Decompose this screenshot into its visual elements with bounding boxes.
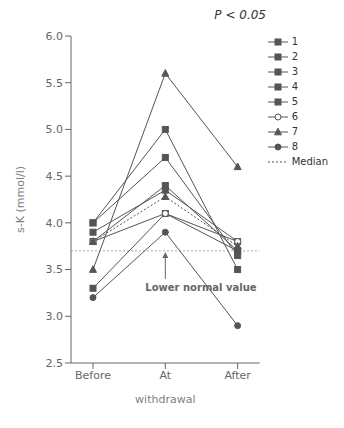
svg-text:4.5: 4.5 bbox=[46, 170, 64, 183]
svg-text:6.0: 6.0 bbox=[46, 30, 64, 43]
html-text:P < 0.05: P < 0.05 bbox=[214, 8, 266, 22]
svg-text:3.0: 3.0 bbox=[46, 310, 64, 323]
html-text:3: 3 bbox=[291, 66, 298, 77]
html-text:6: 6 bbox=[291, 111, 298, 122]
svg-text:At: At bbox=[159, 369, 171, 382]
svg-text:5.5: 5.5 bbox=[46, 77, 64, 90]
svg-text:After: After bbox=[224, 369, 251, 382]
svg-text:3.5: 3.5 bbox=[46, 263, 64, 276]
svg-text:s-K (mmol/l): s-K (mmol/l) bbox=[14, 166, 27, 233]
html-text:8: 8 bbox=[291, 141, 298, 152]
svg-text:withdrawal: withdrawal bbox=[135, 393, 195, 406]
html-text:2: 2 bbox=[291, 51, 298, 62]
html-text:5: 5 bbox=[291, 96, 298, 107]
html-text:4: 4 bbox=[291, 81, 298, 92]
svg-text:5.0: 5.0 bbox=[46, 123, 64, 136]
svg-text:4.0: 4.0 bbox=[46, 217, 64, 230]
svg-text:2.5: 2.5 bbox=[46, 357, 64, 370]
html-text:1: 1 bbox=[291, 36, 298, 47]
svg-text:Before: Before bbox=[75, 369, 111, 382]
html-text:7: 7 bbox=[291, 126, 298, 137]
svg-text:Lower normal value: Lower normal value bbox=[145, 282, 256, 293]
html-text:Median: Median bbox=[291, 156, 328, 167]
